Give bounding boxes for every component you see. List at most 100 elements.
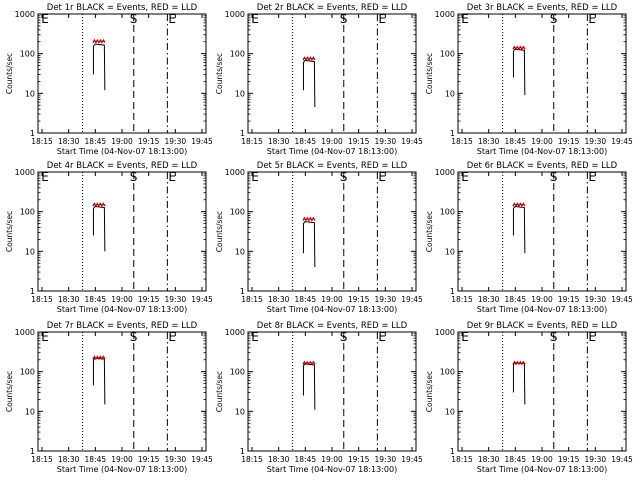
e-marker: E — [588, 330, 596, 344]
x-tick-label: 19:30 — [375, 455, 397, 464]
x-tick-label: 19:30 — [585, 137, 607, 146]
y-tick-label: 10 — [445, 247, 455, 256]
s-marker: S — [340, 330, 348, 344]
x-tick-label: 19:30 — [165, 295, 187, 304]
x-tick-label: 19:15 — [348, 455, 370, 464]
x-tick-label: 19:45 — [401, 455, 423, 464]
events-curve — [302, 59, 316, 108]
panel-det-4r: Det 4r BLACK = Events, RED = LLD 1 10 100 10… — [5, 161, 213, 314]
panel-title: Det 1r BLACK = Events, RED = LLD — [47, 3, 198, 13]
x-tick-label: 19:45 — [611, 295, 633, 304]
events-curve — [512, 362, 526, 405]
x-tick-label: 18:30 — [478, 137, 500, 146]
y-tick-label: 1 — [450, 129, 455, 138]
x-tick-label: 19:15 — [558, 137, 580, 146]
y-tick-label: 1000 — [435, 328, 455, 337]
s-marker: S — [340, 170, 348, 184]
left-e-marker: E — [41, 170, 49, 184]
panel-title: Det 8r BLACK = Events, RED = LLD — [257, 321, 408, 331]
x-tick-label: 19:45 — [611, 455, 633, 464]
e-marker: E — [168, 330, 176, 344]
y-tick-label: 1 — [30, 129, 35, 138]
x-tick-label: 19:15 — [348, 137, 370, 146]
y-axis-label: Counts/sec — [425, 53, 434, 94]
x-axis-label: Start Time (04-Nov-07 18:13:00) — [477, 465, 607, 474]
axes-frame — [457, 331, 627, 452]
x-tick-label: 19:00 — [111, 455, 133, 464]
lld-curve — [92, 38, 106, 44]
y-tick-label: 100 — [230, 368, 245, 377]
events-curve — [302, 221, 316, 268]
panel-det-3r: Det 3r BLACK = Events, RED = LLD 1 10 100 10… — [425, 3, 633, 156]
panel-title: Det 4r BLACK = Events, RED = LLD — [47, 161, 198, 171]
y-tick-label: 1 — [30, 287, 35, 296]
y-tick-label: 1000 — [225, 10, 245, 19]
x-tick-label: 18:45 — [295, 455, 317, 464]
s-marker: S — [340, 12, 348, 26]
y-axis-label: Counts/sec — [5, 53, 14, 94]
y-tick-label: 10 — [445, 89, 455, 98]
x-tick-label: 18:30 — [58, 295, 80, 304]
x-tick-label: 19:45 — [191, 295, 213, 304]
events-curve — [302, 363, 316, 410]
left-e-marker: E — [41, 12, 49, 26]
left-e-marker: E — [461, 330, 469, 344]
x-tick-label: 18:30 — [268, 137, 290, 146]
lld-curve — [92, 202, 106, 208]
x-tick-label: 19:30 — [585, 455, 607, 464]
x-tick-label: 18:15 — [31, 137, 53, 146]
x-tick-label: 19:30 — [165, 137, 187, 146]
panel-det-6r: Det 6r BLACK = Events, RED = LLD 1 10 100 10… — [425, 161, 633, 314]
events-curve — [512, 205, 526, 254]
x-tick-label: 19:15 — [138, 455, 160, 464]
x-tick-label: 19:00 — [321, 137, 343, 146]
y-tick-label: 10 — [25, 89, 35, 98]
lld-curve — [302, 56, 316, 62]
x-tick-label: 18:15 — [451, 455, 473, 464]
panel-title: Det 7r BLACK = Events, RED = LLD — [47, 321, 198, 331]
e-marker: E — [378, 170, 386, 184]
x-tick-label: 19:00 — [531, 137, 553, 146]
panel-det-2r: Det 2r BLACK = Events, RED = LLD 1 10 100 10… — [215, 3, 423, 156]
y-tick-label: 10 — [25, 247, 35, 256]
x-tick-label: 19:30 — [375, 295, 397, 304]
x-tick-label: 19:00 — [111, 295, 133, 304]
x-tick-label: 19:15 — [558, 295, 580, 304]
y-tick-label: 1 — [450, 447, 455, 456]
x-tick-label: 18:45 — [85, 295, 107, 304]
x-tick-label: 19:45 — [611, 137, 633, 146]
x-tick-label: 18:15 — [31, 455, 53, 464]
x-tick-label: 18:30 — [268, 455, 290, 464]
x-tick-label: 18:45 — [505, 295, 527, 304]
y-tick-label: 100 — [440, 368, 455, 377]
lld-curve — [302, 360, 316, 366]
axes-frame — [247, 13, 417, 134]
e-marker: E — [168, 12, 176, 26]
x-tick-label: 19:15 — [138, 137, 160, 146]
events-curve — [92, 43, 106, 91]
x-tick-label: 18:30 — [478, 455, 500, 464]
x-tick-label: 19:15 — [558, 455, 580, 464]
x-tick-label: 18:15 — [451, 295, 473, 304]
e-marker: E — [378, 12, 386, 26]
x-tick-label: 18:45 — [85, 137, 107, 146]
y-tick-label: 10 — [235, 407, 245, 416]
x-tick-label: 19:00 — [531, 295, 553, 304]
s-marker: S — [550, 12, 558, 26]
x-tick-label: 18:15 — [241, 455, 263, 464]
y-tick-label: 1 — [30, 447, 35, 456]
x-tick-label: 19:15 — [138, 295, 160, 304]
events-curve — [512, 48, 526, 96]
y-axis-label: Counts/sec — [215, 53, 224, 94]
y-tick-label: 100 — [20, 368, 35, 377]
e-marker: E — [378, 330, 386, 344]
lld-curve — [92, 355, 106, 361]
y-tick-label: 100 — [440, 208, 455, 217]
y-tick-label: 10 — [235, 247, 245, 256]
events-curve — [92, 205, 106, 252]
x-axis-label: Start Time (04-Nov-07 18:13:00) — [267, 147, 397, 156]
e-marker: E — [588, 12, 596, 26]
left-e-marker: E — [251, 170, 259, 184]
x-tick-label: 19:30 — [375, 137, 397, 146]
